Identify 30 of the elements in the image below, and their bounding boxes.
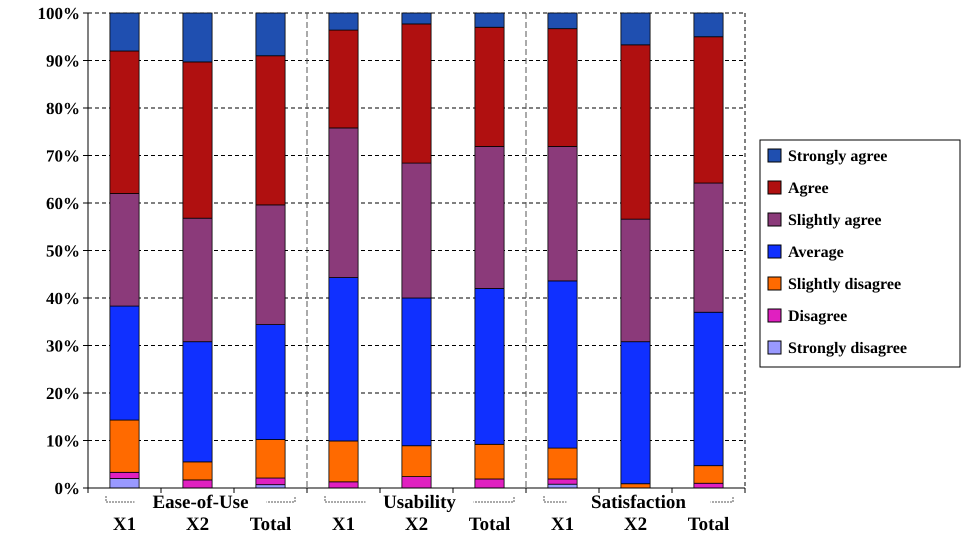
- text: Satisfaction: [591, 492, 686, 513]
- legend-label: Strongly disagree: [788, 340, 907, 357]
- y-tick-label: 100%: [38, 4, 80, 23]
- x-tick-label: X1: [112, 514, 136, 535]
- x-tick-label: Total: [468, 514, 510, 535]
- y-tick-label: 40%: [46, 288, 80, 308]
- y-tick-label: 0%: [54, 478, 80, 498]
- y-tick-label: 50%: [46, 241, 80, 260]
- x-tick-label: X2: [624, 514, 648, 535]
- y-tick-label: 20%: [46, 384, 80, 403]
- legend-label: Slightly agree: [788, 212, 882, 229]
- legend-label: Agree: [788, 180, 829, 197]
- text: Usability: [383, 492, 456, 513]
- x-tick-label: X2: [404, 514, 428, 535]
- y-tick-label: 80%: [46, 98, 80, 118]
- y-tick-label: 90%: [46, 51, 80, 70]
- x-tick-label: Total: [250, 514, 292, 535]
- x-tick-label: Total: [688, 514, 730, 535]
- y-tick-label: 30%: [46, 336, 80, 356]
- text: Ease-of-Use: [152, 492, 249, 513]
- y-tick-label: 60%: [46, 194, 80, 213]
- y-tick-label: 70%: [46, 146, 80, 166]
- legend-label: Strongly agree: [788, 148, 888, 165]
- x-tick-label: X1: [550, 514, 574, 535]
- x-tick-label: X1: [332, 514, 356, 535]
- legend-label: Disagree: [788, 308, 848, 325]
- x-tick-label: X2: [186, 514, 210, 535]
- legend-label: Slightly disagree: [788, 276, 902, 293]
- legend-label: Average: [788, 244, 844, 261]
- y-tick-label: 10%: [46, 431, 80, 450]
